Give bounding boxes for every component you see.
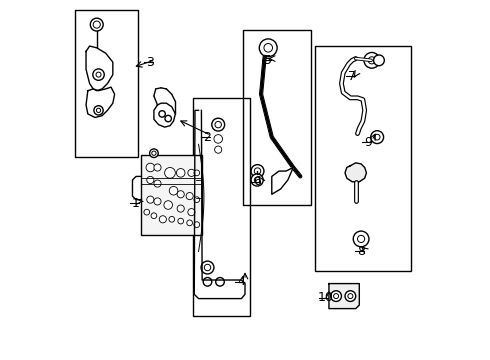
Circle shape (204, 264, 211, 271)
Circle shape (154, 180, 161, 187)
Circle shape (251, 165, 264, 177)
Circle shape (371, 131, 384, 144)
Circle shape (154, 198, 161, 205)
Circle shape (203, 278, 212, 286)
Text: 10: 10 (318, 291, 333, 305)
Circle shape (364, 53, 380, 68)
Circle shape (177, 191, 184, 198)
Circle shape (368, 57, 375, 64)
Circle shape (154, 164, 161, 171)
Circle shape (188, 208, 195, 216)
Bar (243, 30, 311, 205)
Circle shape (216, 278, 224, 286)
Circle shape (358, 235, 365, 243)
Circle shape (169, 216, 174, 222)
Circle shape (96, 72, 101, 77)
Circle shape (149, 149, 158, 157)
Bar (75, 10, 138, 157)
Circle shape (348, 294, 353, 298)
Text: 4: 4 (238, 275, 245, 288)
Bar (315, 46, 411, 271)
Circle shape (215, 121, 221, 128)
Text: 5: 5 (264, 54, 272, 67)
Circle shape (251, 174, 263, 186)
Circle shape (93, 21, 100, 28)
Circle shape (194, 170, 199, 176)
Text: 7: 7 (348, 70, 356, 83)
Circle shape (152, 151, 156, 156)
Circle shape (353, 231, 369, 247)
Text: 2: 2 (203, 131, 211, 144)
Circle shape (146, 163, 155, 172)
Circle shape (215, 146, 222, 153)
Circle shape (90, 18, 103, 31)
Circle shape (214, 135, 222, 143)
Text: 8: 8 (357, 245, 365, 258)
Polygon shape (345, 163, 367, 182)
Text: 6: 6 (253, 175, 262, 188)
Circle shape (147, 176, 154, 184)
Circle shape (345, 291, 356, 301)
Circle shape (187, 220, 193, 226)
Text: 3: 3 (147, 55, 154, 69)
Circle shape (331, 291, 342, 301)
Circle shape (177, 205, 184, 212)
Circle shape (169, 186, 178, 195)
Circle shape (188, 169, 195, 176)
Circle shape (201, 261, 214, 274)
Circle shape (165, 115, 172, 122)
Circle shape (254, 177, 260, 183)
Circle shape (259, 39, 277, 57)
Circle shape (194, 197, 199, 203)
Text: 1: 1 (132, 197, 140, 210)
Circle shape (165, 167, 175, 178)
Circle shape (178, 218, 184, 224)
Circle shape (159, 216, 167, 223)
Circle shape (93, 69, 104, 80)
Circle shape (264, 44, 272, 52)
Circle shape (176, 168, 185, 177)
Text: 9: 9 (364, 136, 372, 149)
Circle shape (164, 201, 172, 209)
Polygon shape (329, 284, 359, 309)
Circle shape (144, 209, 149, 215)
Circle shape (159, 111, 165, 117)
Circle shape (334, 294, 339, 298)
Circle shape (194, 222, 199, 228)
Circle shape (373, 55, 384, 66)
Bar (142, 155, 202, 235)
Circle shape (147, 196, 154, 203)
Circle shape (186, 193, 193, 200)
Circle shape (254, 168, 261, 174)
Polygon shape (272, 167, 293, 194)
Circle shape (212, 118, 224, 131)
Circle shape (151, 213, 157, 219)
Circle shape (94, 106, 103, 115)
Circle shape (97, 108, 100, 112)
Bar (193, 98, 250, 316)
Circle shape (374, 134, 380, 140)
